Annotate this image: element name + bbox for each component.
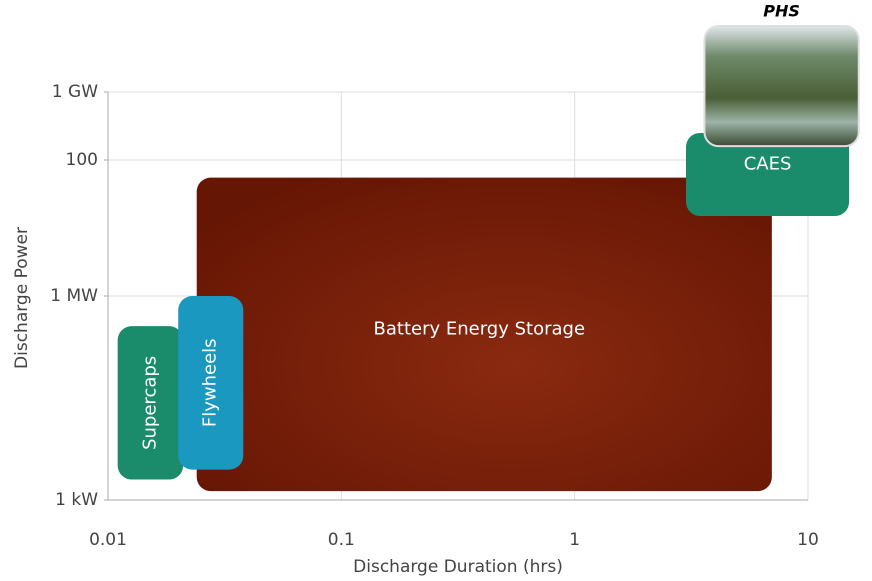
region-label: PHS: [763, 2, 800, 21]
region: [196, 177, 772, 492]
y-tick-label: 1 kW: [55, 490, 98, 510]
region-label: Battery Energy Storage: [374, 318, 586, 339]
region-label: Supercaps: [139, 356, 160, 450]
x-tick-label: 0.01: [89, 530, 127, 550]
y-tick-label: 1 GW: [52, 82, 98, 102]
y-tick-label: 100: [66, 150, 98, 170]
x-axis-title: Discharge Duration (hrs): [353, 557, 563, 577]
y-tick-label: 1 MW: [50, 286, 98, 306]
y-axis-title: Discharge Power: [12, 227, 32, 369]
x-tick-label: 0.1: [328, 530, 355, 550]
region-label: Flywheels: [200, 338, 221, 427]
x-tick-label: 10: [797, 530, 819, 550]
region-label: CAES: [744, 153, 792, 174]
region: [178, 296, 244, 470]
x-tick-label: 1: [569, 530, 580, 550]
region: [685, 132, 850, 217]
region: [703, 25, 860, 148]
region: [117, 326, 184, 480]
